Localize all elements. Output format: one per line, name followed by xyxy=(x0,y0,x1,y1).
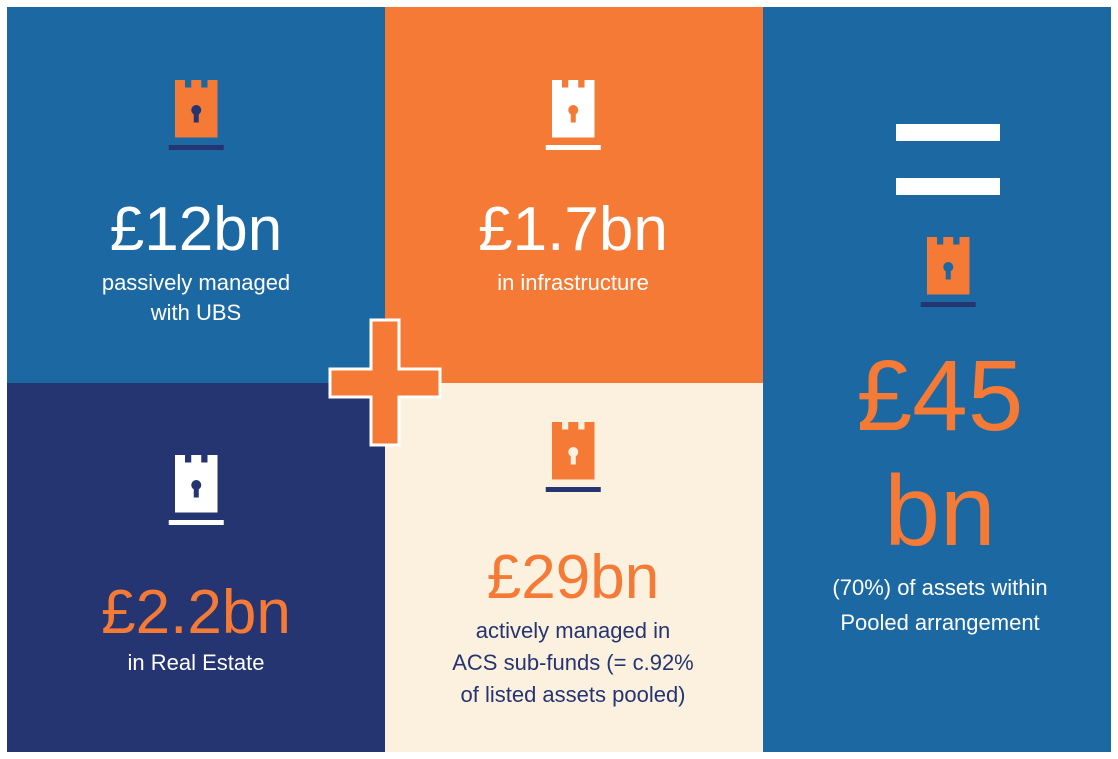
description: actively managed in xyxy=(476,618,670,643)
description: of listed assets pooled) xyxy=(460,682,685,707)
tower-icon xyxy=(168,455,224,525)
tower-icon xyxy=(545,422,601,492)
panel-blue xyxy=(7,7,385,383)
panel-orange xyxy=(385,7,763,383)
equals-bar xyxy=(896,124,1000,141)
panel-navy xyxy=(7,383,385,752)
description: in infrastructure xyxy=(497,270,649,295)
description: with UBS xyxy=(150,300,241,325)
amount: £1.7bn xyxy=(478,195,668,264)
description: ACS sub-funds (= c.92% xyxy=(452,650,694,675)
amount: £2.2bn xyxy=(101,578,291,647)
description: (70%) of assets within xyxy=(832,575,1047,600)
equals-bar xyxy=(896,178,1000,195)
amount: £45 xyxy=(857,340,1024,452)
amount: £29bn xyxy=(487,543,659,612)
amount: bn xyxy=(884,455,995,567)
plus-sign xyxy=(328,318,442,447)
tower-icon xyxy=(168,80,224,150)
description: in Real Estate xyxy=(128,650,265,675)
description: passively managed xyxy=(102,270,290,295)
tower-icon xyxy=(545,80,601,150)
description: Pooled arrangement xyxy=(840,610,1039,635)
tower-icon xyxy=(920,237,976,307)
amount: £12bn xyxy=(110,195,282,264)
